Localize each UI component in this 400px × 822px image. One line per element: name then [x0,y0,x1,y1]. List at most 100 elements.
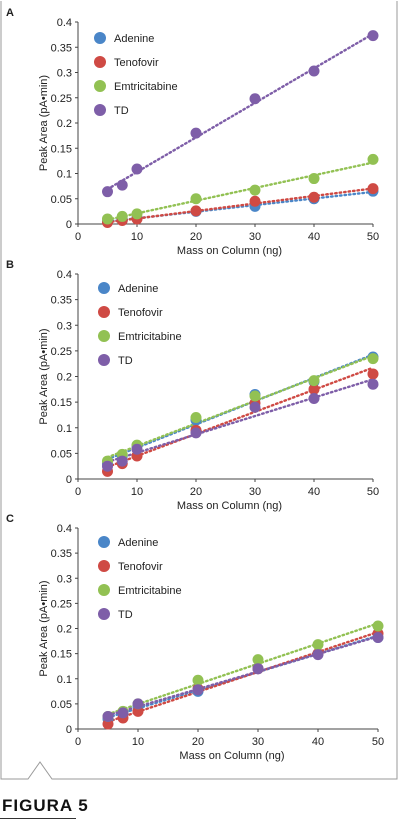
trendline-emtricitabine [106,622,380,716]
x-tick-label: 50 [367,231,379,243]
y-tick-label: 0.3 [57,68,72,80]
x-tick-label: 0 [75,736,81,748]
data-point-td [252,663,264,675]
data-point-emtricitabine [190,412,202,423]
data-point-emtricitabine [131,208,143,220]
y-tick-label: 0.05 [51,699,72,711]
y-tick-label: 0.35 [51,295,72,307]
legend-label: TD [118,609,133,621]
x-axis-title: Mass on Column (ng) [177,245,282,257]
data-point-td [249,401,261,413]
data-point-td [102,186,113,198]
trendline-td [106,32,375,191]
legend-marker [98,282,110,294]
data-point-td [131,443,143,455]
data-point-tenofovir [308,191,320,203]
data-point-emtricitabine [308,375,320,387]
legend-label: TD [118,355,133,367]
y-tick-label: 0.4 [57,523,72,535]
y-tick-label: 0.3 [57,320,72,332]
data-point-td [116,455,128,467]
legend-label: Adenine [118,283,158,295]
data-point-tenofovir [102,718,114,730]
data-point-emtricitabine [367,353,379,365]
data-point-td [102,710,114,722]
y-tick-label: 0.25 [51,346,72,358]
data-point-td [308,393,320,405]
legend-label: Tenofovir [118,561,163,573]
y-tick-label: 0.3 [57,573,72,585]
y-tick-label: 0 [66,724,72,736]
legend-marker [98,560,110,572]
legend-marker [98,354,110,366]
legend-marker [98,584,110,596]
legend-marker [94,32,106,44]
legend: Adenine Tenofovir Emtricitabine TD [98,282,182,367]
y-axis-title: Peak Area (pA•min) [38,328,50,424]
data-point-td [192,684,204,696]
data-point-emtricitabine [192,674,204,686]
data-point-emtricitabine [102,213,113,225]
y-tick-label: 0.1 [57,423,72,435]
y-tick-label: 0 [66,219,72,231]
legend-marker [94,104,106,116]
legend-label: Emtricitabine [118,331,182,343]
chart-panel-a: A 0 0.05 0.1 0.15 0.2 0.25 0.3 0.35 0.4 0 10 20 30 40 5… [6,7,379,257]
trendline-td [106,635,380,717]
figure-caption: FIGURA 5 [2,796,89,815]
trendline-tenofovir [106,187,375,224]
x-tick-label: 40 [312,736,324,748]
x-tick-label: 10 [132,736,144,748]
data-point-tenofovir [190,205,202,217]
figure-frame [0,1,398,780]
x-tick-label: 30 [249,486,261,498]
x-tick-label: 10 [131,486,143,498]
data-point-td [312,649,324,661]
y-tick-label: 0.35 [51,548,72,560]
data-point-td [367,30,379,42]
data-point-tenofovir [367,368,379,380]
y-tick-label: 0 [66,474,72,486]
data-point-td [132,698,144,710]
trendline-td [106,378,375,464]
x-axis-title: Mass on Column (ng) [177,500,282,512]
data-point-td [117,707,129,719]
x-tick-label: 30 [249,231,261,243]
charts-canvas: A 0 0.05 0.1 0.15 0.2 0.25 0.3 0.35 0.4 0 10 20 30 40 5… [6,7,384,762]
y-tick-label: 0.05 [51,448,72,460]
legend-marker [98,306,110,318]
data-point-emtricitabine [252,654,264,666]
data-point-emtricitabine [312,639,324,651]
panel-letter: B [6,259,14,271]
data-point-td [190,427,202,439]
data-point-emtricitabine [308,173,320,185]
data-point-emtricitabine [249,390,261,402]
x-tick-label: 20 [192,736,204,748]
x-tick-label: 50 [372,736,384,748]
trendline-adenine [106,353,375,461]
x-tick-label: 20 [190,486,202,498]
data-point-tenofovir [249,195,261,207]
y-tick-label: 0.2 [57,624,72,636]
y-tick-label: 0.25 [51,598,72,610]
data-point-td [372,632,384,644]
x-tick-label: 40 [308,231,320,243]
y-tick-label: 0.25 [51,93,72,105]
legend-label: TD [114,105,129,117]
legend-label: Emtricitabine [114,81,178,93]
x-tick-label: 40 [308,486,320,498]
y-tick-label: 0.4 [57,17,72,29]
x-tick-label: 10 [131,231,143,243]
legend-label: Adenine [114,33,154,45]
data-point-emtricitabine [190,193,202,205]
trendline-emtricitabine [106,161,375,221]
y-tick-label: 0.15 [51,397,72,409]
y-tick-label: 0.15 [51,649,72,661]
caption-rule [0,818,76,819]
trendline-tenofovir [106,630,380,723]
trendline-emtricitabine [106,354,375,459]
data-point-emtricitabine [249,184,261,196]
y-tick-label: 0.05 [51,194,72,206]
legend: Adenine Tenofovir Emtricitabine TD [98,536,182,621]
legend-marker [94,56,106,68]
